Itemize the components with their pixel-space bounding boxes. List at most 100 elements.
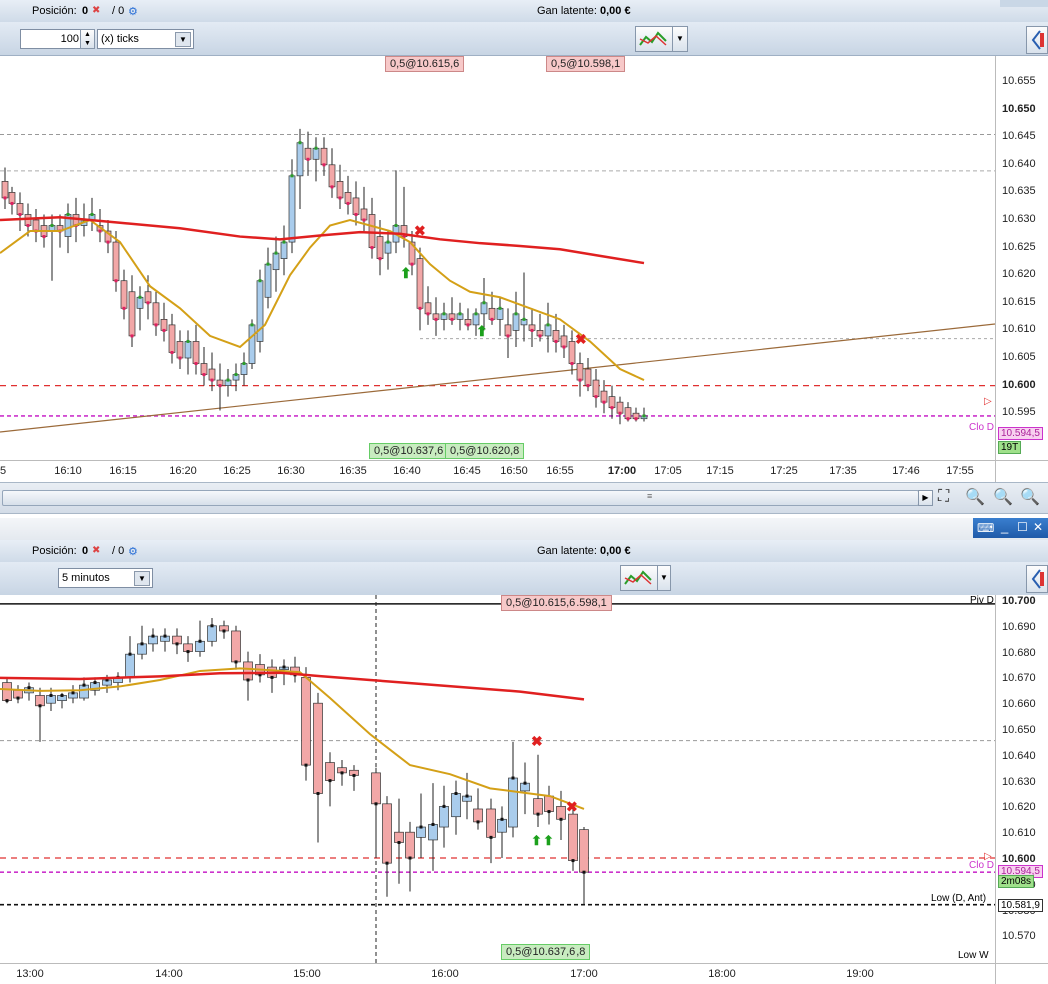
chevron-down-icon[interactable]: ▼ xyxy=(134,571,150,586)
timeframe-select-value: 5 minutos xyxy=(62,572,110,584)
time-tick-label: 17:46 xyxy=(892,465,920,477)
minimize-icon[interactable]: _ xyxy=(1001,519,1009,534)
tick-count-input[interactable]: 100 xyxy=(20,29,82,49)
order-tag-buy-1[interactable]: 0,5@10.637,6 xyxy=(369,443,449,459)
candle-dot xyxy=(274,251,278,255)
candle-dot xyxy=(5,699,9,703)
order-tag-sell-1[interactable]: 0,5@10.615,6 xyxy=(385,56,465,72)
bottom-price-axis[interactable]: 10.700 10.690 10.680 10.670 10.660 10.650 10.6… xyxy=(984,595,1048,963)
candle-dot xyxy=(140,642,144,646)
bottom-price-chart[interactable]: ✖ ✖ ⬆ ⬆ 0,5@10.615,6 .598,1 0,5@10.637,6 ,8… xyxy=(0,595,995,963)
candle-body xyxy=(504,324,512,337)
candle-dot xyxy=(138,295,142,299)
candle-dot xyxy=(258,279,262,283)
indicators-dropdown-icon[interactable]: ▼ xyxy=(672,26,688,52)
order-tag-buy-2[interactable]: 0,5@10.620,8 xyxy=(445,443,525,459)
timeframe-select[interactable]: 5 minutos ▼ xyxy=(58,568,153,588)
top-time-axis: 5 16:10 16:15 16:20 16:25 16:30 16:35 16:40 16:4… xyxy=(0,460,995,483)
candle-body xyxy=(405,831,415,859)
candle-dot xyxy=(202,373,206,377)
settings-gear-icon[interactable]: ⚙ xyxy=(128,6,138,18)
top-status-bar: Posición: 0 ✖ / 0 ⚙ Gan latente: 0,00 € xyxy=(0,0,1048,23)
close-position-icon[interactable]: ✖ xyxy=(92,5,101,16)
candle-dot xyxy=(476,820,480,824)
order-tag-sell-merged[interactable]: 0,5@10.615,6 .598,1 xyxy=(501,595,612,611)
candle-dot xyxy=(523,781,527,785)
candle-dot xyxy=(582,870,586,874)
indicators-chart-icon[interactable] xyxy=(635,26,673,52)
position-label: Posición: xyxy=(32,5,77,17)
candle-body xyxy=(112,241,120,282)
maximize-icon[interactable]: ☐ xyxy=(1017,520,1028,534)
candle-dot xyxy=(511,776,515,780)
time-tick-label: 17:15 xyxy=(706,465,734,477)
scroll-thumb[interactable]: ≡ xyxy=(2,490,919,506)
time-tick-label: 13:00 xyxy=(16,968,44,980)
settings-gear-icon[interactable]: ⚙ xyxy=(128,546,138,558)
candle-dot xyxy=(618,411,622,415)
auto-scale-icon[interactable]: 🔍 xyxy=(965,489,985,506)
close-icon[interactable]: ✕ xyxy=(1033,520,1044,534)
trade-panel-icon[interactable] xyxy=(1026,26,1048,54)
candle-dot xyxy=(66,212,70,216)
candle-dot xyxy=(642,414,646,418)
trade-panel-icon[interactable] xyxy=(1026,565,1048,593)
zoom-in-icon[interactable]: 🔍 xyxy=(1020,489,1040,506)
candle-body xyxy=(428,824,438,841)
candle-body xyxy=(288,175,296,243)
candle-dot xyxy=(586,384,590,388)
candle-body xyxy=(368,214,376,248)
top-price-chart[interactable]: ✖ ✖ ⬆ ⬆ 0,5@10.615,6 0,5@10.598,1 0,5@10.63… xyxy=(0,56,996,460)
bottom-window-bar: ⌨ _ ☐ ✕ xyxy=(0,518,1048,540)
candle-body xyxy=(128,291,136,337)
candle-body xyxy=(264,263,272,298)
time-tick-label: 16:25 xyxy=(223,465,251,477)
zoom-cursor-icon[interactable]: ⛶ xyxy=(938,488,950,505)
candle-dot xyxy=(16,696,20,700)
candle-dot xyxy=(554,339,558,343)
candle-dot xyxy=(258,673,262,677)
candle-body xyxy=(439,806,449,828)
top-chart-canvas[interactable]: ✖ ✖ ⬆ ⬆ xyxy=(0,56,996,460)
candle-dot xyxy=(522,317,526,321)
candle-dot xyxy=(151,634,155,638)
order-tag-sell-2[interactable]: 0,5@10.598,1 xyxy=(546,56,626,72)
candle-body xyxy=(394,831,404,843)
time-tick-label: 14:00 xyxy=(155,968,183,980)
top-price-axis[interactable]: 10.655 10.650 10.645 10.640 10.635 10.630 10.6… xyxy=(984,56,1048,460)
candle-body xyxy=(168,324,176,353)
candle-body xyxy=(533,798,543,815)
candle-dot xyxy=(474,312,478,316)
close-position-icon[interactable]: ✖ xyxy=(92,545,101,556)
candle-dot xyxy=(458,312,462,316)
price-tick-label: 10.690 xyxy=(1002,620,1036,633)
bottom-chart-canvas[interactable]: ✖ ✖ ⬆ ⬆ xyxy=(0,595,995,963)
scroll-right-icon[interactable]: ▶ xyxy=(918,490,933,506)
close-day-label: Clo D xyxy=(969,422,995,433)
candle-dot xyxy=(571,859,575,863)
tick-count-spinner[interactable]: ▲ ▼ xyxy=(80,29,95,49)
candle-body xyxy=(35,695,45,707)
time-tick-label: 16:40 xyxy=(393,465,421,477)
indicators-dropdown-icon[interactable]: ▼ xyxy=(657,565,671,591)
sma-line xyxy=(0,671,585,701)
zoom-out-icon[interactable]: 🔍 xyxy=(993,489,1013,506)
chevron-down-icon[interactable]: ▼ xyxy=(175,32,191,47)
bottom-toolbar: 5 minutos ▼ ▼ xyxy=(0,562,1048,596)
time-tick-label: 16:55 xyxy=(546,465,574,477)
candle-body xyxy=(600,390,608,403)
gain-label: Gan latente: xyxy=(537,545,597,557)
indicators-chart-icon[interactable] xyxy=(620,565,658,591)
candle-body xyxy=(579,829,589,873)
price-tick-label: 10.605 xyxy=(1002,351,1036,363)
top-scrollbar[interactable]: ≡ ▶ ⛶ 🔍 🔍 🔍 xyxy=(0,482,1048,514)
order-tag-buy-merged[interactable]: 0,5@10.637,6 ,8 xyxy=(501,944,591,960)
candle-body xyxy=(608,396,616,409)
keyboard-icon[interactable]: ⌨ xyxy=(977,521,995,535)
interval-select[interactable]: (x) ticks ▼ xyxy=(97,29,194,49)
candle-dot xyxy=(578,378,582,382)
candle-dot xyxy=(634,417,638,421)
sell-marker-icon: ✖ xyxy=(414,222,426,238)
price-tick-label: 10.620 xyxy=(1002,268,1036,281)
time-tick-label: 16:35 xyxy=(339,465,367,477)
